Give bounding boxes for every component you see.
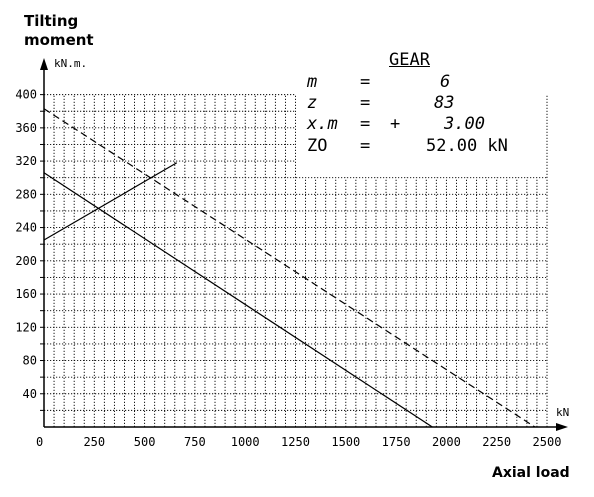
x-tick-label: 1500 xyxy=(331,435,360,449)
y-axis-arrow xyxy=(40,58,48,70)
x-tick-label: 500 xyxy=(134,435,156,449)
x-axis-arrow xyxy=(556,423,568,431)
y-tick-label: 160 xyxy=(15,287,37,301)
param-label: z xyxy=(307,93,318,113)
y-tick-label: 120 xyxy=(15,320,37,334)
y-tick-label: 280 xyxy=(15,187,37,201)
x-tick-label: 1000 xyxy=(231,435,260,449)
y-tick-label: 320 xyxy=(15,154,37,168)
x-tick-label: 2500 xyxy=(533,435,562,449)
x-tick-label: 0 xyxy=(36,435,43,449)
param-eq: = xyxy=(360,114,371,134)
y-tick-label: 240 xyxy=(15,221,37,235)
y-axis-label-line2: moment xyxy=(24,31,94,49)
param-label: x.m xyxy=(307,114,338,134)
y-tick-labels: 40 80 120 160 200 240 280 320 360 400 xyxy=(15,88,37,401)
y-axis-unit: kN.m. xyxy=(54,57,87,70)
x-axis-label: Axial load xyxy=(492,465,570,481)
series-lines xyxy=(43,108,536,428)
axes xyxy=(40,58,568,431)
x-tick-label: 750 xyxy=(184,435,206,449)
x-tick-label: 2000 xyxy=(432,435,461,449)
x-tick-label: 250 xyxy=(83,435,105,449)
grid xyxy=(44,94,548,427)
x-axis-unit: kN xyxy=(556,406,569,419)
y-tick-label: 40 xyxy=(23,387,37,401)
y-tick-label: 200 xyxy=(15,254,37,268)
param-eq: = xyxy=(360,93,371,113)
x-tick-labels: 0 250 500 750 1000 1250 1500 1750 2000 2250 2500 xyxy=(36,435,561,449)
param-eq: = xyxy=(360,136,371,156)
param-value: 3.00 xyxy=(444,114,485,134)
param-value: 83 xyxy=(434,93,455,113)
x-tick-label: 1750 xyxy=(382,435,411,449)
y-axis-label: Tilting moment xyxy=(24,12,94,50)
param-label: ZO xyxy=(307,136,328,156)
param-label: m xyxy=(307,72,318,92)
param-value: 52.00 kN xyxy=(426,136,508,156)
series-line-2 xyxy=(43,108,536,428)
x-tick-label: 1250 xyxy=(281,435,310,449)
param-sign: + xyxy=(390,114,401,134)
y-tick-label: 360 xyxy=(15,121,37,135)
series-line-3 xyxy=(43,162,178,241)
series-line-1 xyxy=(43,172,433,428)
param-eq: = xyxy=(360,72,371,92)
x-tick-label: 2250 xyxy=(482,435,511,449)
y-axis-label-line1: Tilting xyxy=(24,12,79,30)
param-value: 6 xyxy=(440,72,451,92)
y-tick-label: 400 xyxy=(15,88,37,102)
gear-title: GEAR xyxy=(389,50,430,70)
y-tick-label: 80 xyxy=(23,354,37,368)
